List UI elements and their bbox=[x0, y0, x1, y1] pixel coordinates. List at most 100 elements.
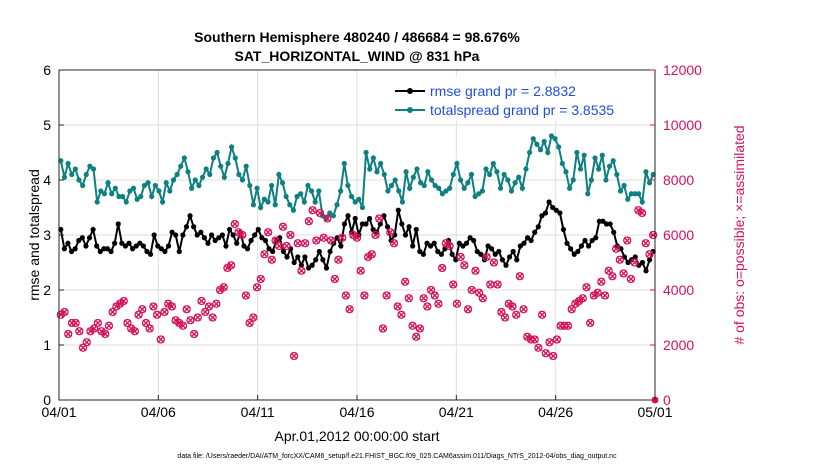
obs-possible-marker bbox=[537, 310, 547, 319]
obs-point bbox=[623, 236, 632, 245]
obs-possible-marker bbox=[119, 296, 128, 306]
obs-point bbox=[371, 230, 380, 240]
totalspread-point bbox=[141, 182, 148, 189]
obs-assimilated-marker bbox=[479, 294, 487, 302]
totalspread-point bbox=[574, 149, 580, 156]
obs-assimilated-marker bbox=[627, 275, 635, 283]
totalspread-point bbox=[465, 180, 471, 186]
rmse-point bbox=[76, 237, 82, 244]
rmse-point bbox=[83, 243, 89, 249]
obs-point bbox=[186, 316, 195, 325]
obs-point bbox=[508, 302, 517, 311]
obs-assimilated-marker bbox=[146, 325, 154, 332]
totalspread-point bbox=[646, 180, 653, 186]
obs-possible-marker bbox=[371, 230, 380, 240]
totalspread-point bbox=[294, 193, 300, 200]
rmse-point bbox=[463, 240, 470, 246]
obs-assimilated-marker bbox=[594, 289, 602, 297]
obs-assimilated-marker bbox=[279, 223, 287, 231]
chart-title-line2: SAT_HORIZONTAL_WIND @ 831 hPa bbox=[235, 48, 480, 64]
totalspread-point bbox=[534, 141, 540, 147]
obs-possible-marker bbox=[534, 343, 543, 352]
obs-point bbox=[389, 239, 399, 248]
obs-assimilated-marker bbox=[472, 267, 479, 275]
totalspread-point bbox=[203, 166, 209, 172]
rmse-point bbox=[510, 248, 516, 255]
obs-point bbox=[204, 302, 214, 311]
totalspread-point bbox=[367, 166, 373, 172]
x-axis-label: Apr.01,2012 00:00:00 start bbox=[274, 428, 439, 444]
obs-point bbox=[352, 233, 362, 242]
obs-point bbox=[238, 230, 247, 240]
rmse-point bbox=[130, 246, 136, 252]
obs-possible-marker bbox=[482, 252, 491, 262]
legend-rmse-marker bbox=[407, 88, 413, 94]
obs-assimilated-marker bbox=[531, 336, 539, 343]
obs-assimilated-marker bbox=[242, 292, 250, 299]
obs-assimilated-marker bbox=[379, 325, 387, 332]
y2-tick-label: 6000 bbox=[663, 227, 694, 243]
totalspread-point bbox=[501, 171, 507, 178]
rmse-point bbox=[144, 248, 150, 255]
rmse-point bbox=[266, 246, 272, 252]
rmse-point bbox=[435, 248, 441, 255]
totalspread-point bbox=[130, 185, 137, 191]
obs-possible-marker bbox=[508, 302, 517, 311]
rmse-point bbox=[295, 254, 301, 260]
obs-assimilated-marker bbox=[549, 352, 557, 360]
obs-assimilated-marker bbox=[483, 253, 491, 261]
obs-possible-marker bbox=[108, 307, 117, 317]
totalspread-point bbox=[407, 185, 413, 191]
obs-point bbox=[593, 288, 602, 297]
totalspread-point bbox=[119, 193, 126, 200]
obs-possible-marker bbox=[319, 233, 328, 242]
rmse-point bbox=[557, 210, 563, 216]
y2-axis-ticks: 0 2000 4000 6000 8000 10000 12000 bbox=[650, 62, 702, 408]
totalspread-point bbox=[497, 185, 504, 191]
obs-assimilated-marker bbox=[575, 297, 583, 305]
rmse-point bbox=[183, 224, 190, 230]
rmse-point bbox=[492, 251, 498, 257]
y-tick-label: 2 bbox=[43, 282, 51, 298]
obs-point bbox=[149, 302, 158, 311]
obs-possible-marker bbox=[238, 230, 247, 240]
obs-possible-marker bbox=[134, 310, 143, 319]
totalspread-point bbox=[650, 171, 656, 178]
rmse-point bbox=[187, 213, 193, 219]
obs-point bbox=[541, 349, 550, 358]
totalspread-point bbox=[87, 163, 93, 169]
obs-assimilated-marker bbox=[571, 300, 579, 308]
obs-assimilated-marker bbox=[346, 305, 354, 313]
totalspread-point bbox=[268, 182, 275, 189]
rmse-point bbox=[514, 257, 520, 263]
obs-point bbox=[312, 236, 321, 245]
obs-assimilated-marker bbox=[268, 256, 276, 264]
obs-assimilated-marker bbox=[275, 242, 283, 250]
totalspread-point bbox=[443, 188, 449, 194]
totalspread-point bbox=[105, 180, 111, 186]
totalspread-point bbox=[472, 193, 478, 200]
obs-point bbox=[419, 294, 428, 303]
obs-possible-marker bbox=[593, 288, 602, 297]
obs-point bbox=[189, 329, 199, 339]
obs-point bbox=[249, 313, 258, 322]
totalspread-point bbox=[563, 169, 569, 175]
rmse-point bbox=[485, 243, 491, 249]
totalspread-point bbox=[345, 182, 351, 189]
rmse-point bbox=[208, 232, 215, 238]
obs-assimilated-marker bbox=[631, 259, 639, 266]
obs-possible-marker bbox=[152, 310, 162, 319]
obs-point bbox=[600, 291, 610, 300]
totalspread-point bbox=[552, 136, 558, 142]
totalspread-point bbox=[261, 196, 267, 202]
totalspread-point bbox=[229, 144, 235, 150]
obs-possible-marker bbox=[271, 236, 280, 245]
obs-possible-marker bbox=[386, 228, 395, 237]
rmse-point bbox=[345, 213, 351, 219]
obs-possible-marker bbox=[82, 338, 91, 347]
rmse-point bbox=[104, 246, 111, 252]
rmse-point bbox=[535, 224, 541, 230]
totalspread-point bbox=[236, 171, 242, 178]
totalspread-point bbox=[127, 188, 133, 194]
obs-point bbox=[130, 327, 140, 336]
